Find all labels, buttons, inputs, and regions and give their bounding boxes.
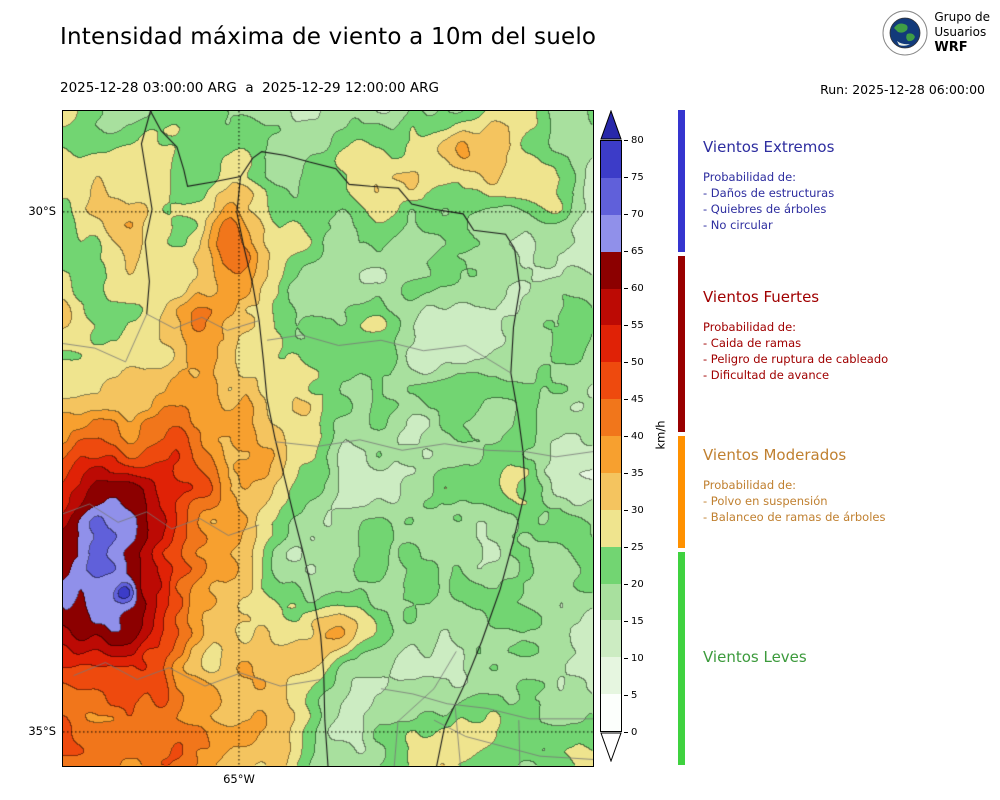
legend-title-fuertes: Vientos Fuertes <box>703 288 820 306</box>
colorbar-segment <box>601 399 621 436</box>
legend-item: - Balanceo de ramas de árboles <box>703 510 886 524</box>
category-bar-extremos <box>678 110 685 252</box>
legend-item: - No circular <box>703 218 773 232</box>
legend-title-moderados: Vientos Moderados <box>703 446 847 464</box>
wind-map-canvas <box>63 111 593 766</box>
category-bar-fuertes <box>678 256 685 432</box>
colorbar-unit-label: km/h <box>653 420 668 450</box>
logo-line-1: Grupo de <box>934 10 990 24</box>
colorbar-segment <box>601 288 621 326</box>
wind-map <box>62 110 594 767</box>
globe-icon <box>882 10 928 56</box>
colorbar-tick-5: 5 <box>624 689 637 701</box>
colorbar-tick-70: 70 <box>624 208 644 220</box>
category-bar-moderados <box>678 436 685 548</box>
colorbar-segment <box>601 620 621 658</box>
colorbar: 0 5 10 15 20 25 30 35 40 45 50 55 60 65 70 75 80 km/h <box>600 110 686 770</box>
legend-item: - Polvo en suspensión <box>703 494 828 508</box>
colorbar-segment <box>601 177 621 215</box>
axis-label-lat-30s: 30°S <box>28 204 56 218</box>
logo-text: Grupo de Usuarios WRF <box>934 10 990 56</box>
colorbar-segment <box>601 436 621 473</box>
colorbar-gradient <box>600 140 622 732</box>
colorbar-tick-15: 15 <box>624 615 644 627</box>
legend-section-extremos: Vientos Extremos Probabilidad de: - Daño… <box>703 138 1000 233</box>
colorbar-tick-40: 40 <box>624 430 644 442</box>
colorbar-segment <box>601 509 621 547</box>
colorbar-segment <box>601 251 621 289</box>
legend-section-fuertes: Vientos Fuertes Probabilidad de: - Caida… <box>703 288 1000 383</box>
colorbar-tick-75: 75 <box>624 171 644 183</box>
legend-prob-moderados: Probabilidad de: <box>703 478 797 492</box>
colorbar-over-arrow <box>600 110 622 140</box>
colorbar-tick-20: 20 <box>624 578 644 590</box>
run-label: Run: 2025-12-28 06:00:00 <box>820 82 985 97</box>
legend-prob-extremos: Probabilidad de: <box>703 170 797 184</box>
page-title: Intensidad máxima de viento a 10m del su… <box>60 24 597 50</box>
colorbar-segment <box>601 472 621 510</box>
legend-item: - Dificultad de avance <box>703 368 830 382</box>
legend-title-extremos: Vientos Extremos <box>703 138 835 156</box>
colorbar-segment <box>601 141 621 178</box>
colorbar-tick-25: 25 <box>624 541 644 553</box>
colorbar-segment <box>601 325 621 363</box>
legend-prob-fuertes: Probabilidad de: <box>703 320 797 334</box>
valid-period-label: 2025-12-28 03:00:00 ARG a 2025-12-29 12:… <box>60 80 439 96</box>
colorbar-segment <box>601 657 621 695</box>
colorbar-tick-80: 80 <box>624 134 644 146</box>
colorbar-tick-10: 10 <box>624 652 644 664</box>
axis-label-lon-65w: 65°W <box>223 772 255 786</box>
legend-section-moderados: Vientos Moderados Probabilidad de: - Pol… <box>703 446 1000 525</box>
legend-section-leves: Vientos Leves <box>703 648 1000 680</box>
legend-item: - Peligro de ruptura de cableado <box>703 352 889 366</box>
colorbar-tick-60: 60 <box>624 282 644 294</box>
colorbar-segment <box>601 362 621 400</box>
colorbar-tick-65: 65 <box>624 245 644 257</box>
colorbar-segment <box>601 546 621 584</box>
colorbar-tick-30: 30 <box>624 504 644 516</box>
colorbar-segment <box>601 583 621 621</box>
colorbar-tick-35: 35 <box>624 467 644 479</box>
colorbar-under-arrow <box>600 732 622 762</box>
logo-line-2: Usuarios <box>934 25 987 39</box>
axis-label-lat-35s: 35°S <box>28 724 56 738</box>
legend-item: - Quiebres de árboles <box>703 202 827 216</box>
legend-title-leves: Vientos Leves <box>703 648 807 666</box>
colorbar-segment <box>601 214 621 252</box>
legend-item: - Daños de estructuras <box>703 186 835 200</box>
wrf-logo: Grupo de Usuarios WRF <box>882 10 990 56</box>
category-bar-leves <box>678 552 685 765</box>
colorbar-tick-45: 45 <box>624 393 644 405</box>
colorbar-segment <box>601 694 621 731</box>
colorbar-tick-50: 50 <box>624 356 644 368</box>
legend-item: - Caida de ramas <box>703 336 802 350</box>
colorbar-tick-55: 55 <box>624 319 644 331</box>
colorbar-tick-0: 0 <box>624 726 637 738</box>
logo-line-wrf: WRF <box>934 40 968 55</box>
